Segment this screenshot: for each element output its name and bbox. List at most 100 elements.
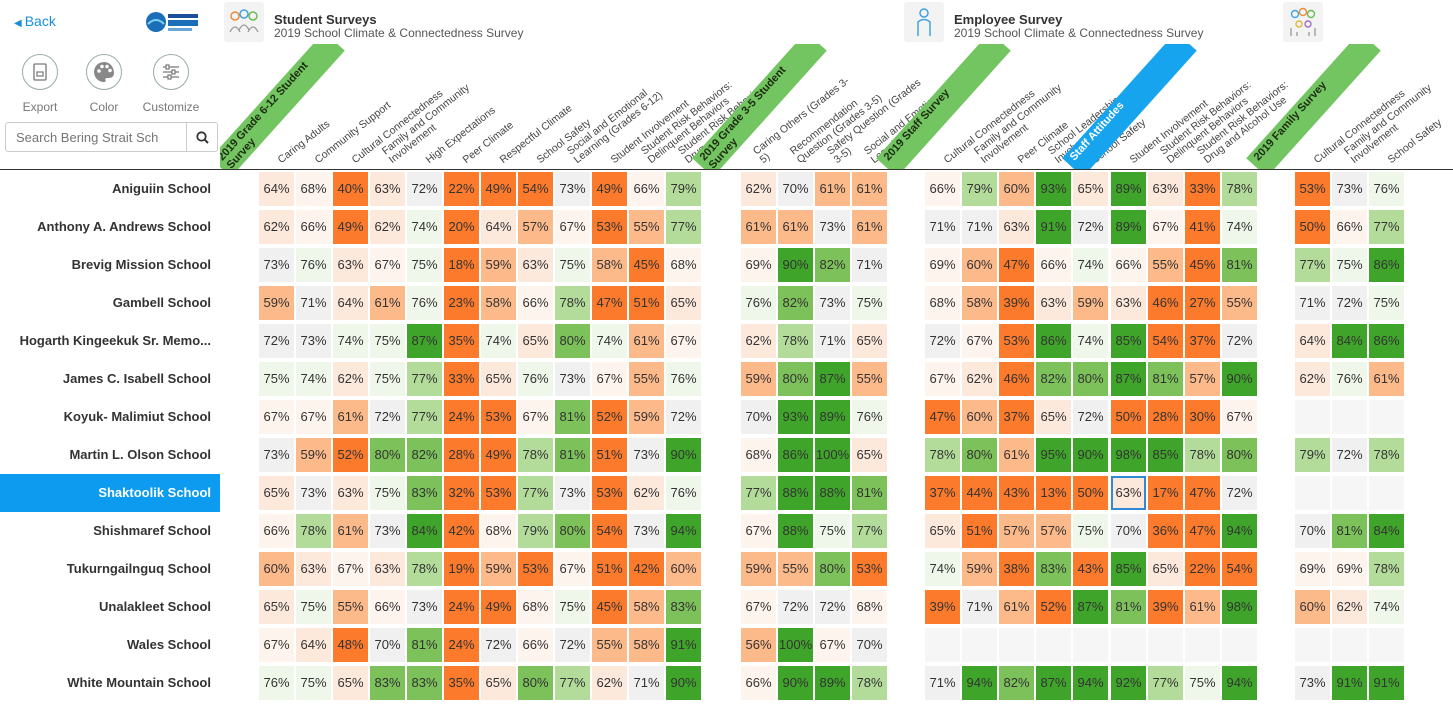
score-cell[interactable]: 70% xyxy=(1295,514,1330,548)
score-cell[interactable]: 63% xyxy=(999,210,1034,244)
score-cell[interactable]: 90% xyxy=(666,438,701,472)
score-cell[interactable]: 75% xyxy=(370,362,405,396)
score-cell[interactable]: 75% xyxy=(1185,666,1220,700)
score-cell[interactable]: 59% xyxy=(1073,286,1108,320)
score-cell[interactable]: 71% xyxy=(852,248,887,282)
score-cell[interactable]: 55% xyxy=(629,210,664,244)
export-button[interactable]: Export xyxy=(10,54,70,114)
score-cell[interactable]: 86% xyxy=(1369,248,1404,282)
score-cell[interactable]: 53% xyxy=(999,324,1034,358)
score-cell[interactable]: 51% xyxy=(629,286,664,320)
score-cell[interactable]: 67% xyxy=(555,552,590,586)
score-cell[interactable]: 87% xyxy=(407,324,442,358)
school-name[interactable]: Shishmaref School xyxy=(93,523,211,538)
score-cell[interactable]: 52% xyxy=(1036,590,1071,624)
score-cell[interactable]: 76% xyxy=(666,476,701,510)
score-cell[interactable] xyxy=(1295,628,1330,662)
score-cell[interactable] xyxy=(1369,400,1404,434)
score-cell[interactable] xyxy=(1369,628,1404,662)
score-cell[interactable]: 69% xyxy=(741,248,776,282)
score-cell[interactable]: 53% xyxy=(481,400,516,434)
employee-survey-card[interactable]: Employee Survey 2019 School Climate & Co… xyxy=(904,2,1264,42)
score-cell[interactable]: 20% xyxy=(444,210,479,244)
score-cell[interactable]: 37% xyxy=(999,400,1034,434)
score-cell[interactable]: 68% xyxy=(741,438,776,472)
score-cell[interactable]: 67% xyxy=(592,362,627,396)
score-cell[interactable]: 65% xyxy=(259,476,294,510)
score-cell[interactable]: 78% xyxy=(1369,438,1404,472)
score-cell[interactable]: 65% xyxy=(481,362,516,396)
score-cell[interactable]: 90% xyxy=(778,248,813,282)
score-cell[interactable]: 57% xyxy=(999,514,1034,548)
score-cell[interactable]: 73% xyxy=(555,476,590,510)
score-cell[interactable]: 73% xyxy=(259,438,294,472)
score-cell[interactable]: 19% xyxy=(444,552,479,586)
score-cell[interactable]: 81% xyxy=(852,476,887,510)
score-cell[interactable]: 46% xyxy=(999,362,1034,396)
score-cell[interactable]: 75% xyxy=(815,514,850,548)
school-name[interactable]: Gambell School xyxy=(112,295,211,310)
score-cell[interactable]: 47% xyxy=(1185,476,1220,510)
score-cell[interactable]: 72% xyxy=(778,590,813,624)
score-cell[interactable]: 66% xyxy=(370,590,405,624)
score-cell[interactable]: 28% xyxy=(444,438,479,472)
score-cell[interactable]: 62% xyxy=(962,362,997,396)
school-name[interactable]: James C. Isabell School xyxy=(62,371,211,386)
score-cell[interactable]: 75% xyxy=(296,666,331,700)
score-cell[interactable]: 57% xyxy=(1036,514,1071,548)
score-cell[interactable]: 76% xyxy=(666,362,701,396)
score-cell[interactable]: 59% xyxy=(296,438,331,472)
school-name[interactable]: Koyuk- Malimiut School xyxy=(63,409,211,424)
score-cell[interactable]: 90% xyxy=(778,666,813,700)
score-cell[interactable]: 75% xyxy=(555,590,590,624)
score-cell[interactable]: 73% xyxy=(555,172,590,206)
score-cell[interactable]: 69% xyxy=(1332,552,1367,586)
score-cell[interactable]: 78% xyxy=(1222,172,1257,206)
score-cell[interactable]: 61% xyxy=(778,210,813,244)
school-name[interactable]: Brevig Mission School xyxy=(71,257,211,272)
score-cell[interactable]: 58% xyxy=(481,286,516,320)
score-cell[interactable]: 77% xyxy=(666,210,701,244)
score-cell[interactable]: 61% xyxy=(741,210,776,244)
score-cell[interactable]: 66% xyxy=(925,172,960,206)
score-cell[interactable]: 72% xyxy=(1332,438,1367,472)
score-cell[interactable]: 77% xyxy=(1295,248,1330,282)
score-cell[interactable]: 78% xyxy=(555,286,590,320)
score-cell[interactable]: 71% xyxy=(962,590,997,624)
score-cell[interactable]: 65% xyxy=(1148,552,1183,586)
score-cell[interactable]: 65% xyxy=(1036,400,1071,434)
score-cell[interactable]: 65% xyxy=(666,286,701,320)
score-cell[interactable]: 79% xyxy=(518,514,553,548)
score-cell[interactable]: 91% xyxy=(1369,666,1404,700)
score-cell[interactable]: 80% xyxy=(962,438,997,472)
search-button[interactable] xyxy=(186,123,217,151)
score-cell[interactable]: 81% xyxy=(1111,590,1146,624)
score-cell[interactable]: 24% xyxy=(444,590,479,624)
score-cell[interactable]: 76% xyxy=(296,248,331,282)
score-cell[interactable]: 67% xyxy=(962,324,997,358)
score-cell[interactable]: 50% xyxy=(1073,476,1108,510)
score-cell[interactable]: 63% xyxy=(333,476,368,510)
score-cell[interactable]: 62% xyxy=(741,324,776,358)
score-cell[interactable]: 33% xyxy=(444,362,479,396)
score-cell[interactable]: 75% xyxy=(370,324,405,358)
score-cell[interactable]: 81% xyxy=(1148,362,1183,396)
score-cell[interactable]: 78% xyxy=(852,666,887,700)
score-cell[interactable]: 66% xyxy=(629,172,664,206)
score-cell[interactable]: 70% xyxy=(1111,514,1146,548)
score-cell[interactable] xyxy=(1036,628,1071,662)
customize-button[interactable]: Customize xyxy=(141,54,201,114)
score-cell[interactable]: 39% xyxy=(925,590,960,624)
score-cell[interactable]: 81% xyxy=(1222,248,1257,282)
score-cell[interactable] xyxy=(962,628,997,662)
score-cell[interactable]: 95% xyxy=(1036,438,1071,472)
score-cell[interactable]: 59% xyxy=(481,248,516,282)
back-button[interactable]: ◀ Back xyxy=(14,13,56,29)
score-cell[interactable]: 83% xyxy=(407,666,442,700)
score-cell[interactable]: 72% xyxy=(259,324,294,358)
score-cell[interactable]: 76% xyxy=(1332,362,1367,396)
score-cell[interactable]: 63% xyxy=(1148,172,1183,206)
school-name[interactable]: Anthony A. Andrews School xyxy=(37,219,211,234)
score-cell[interactable]: 75% xyxy=(1369,286,1404,320)
school-name[interactable]: Tukurngailnguq School xyxy=(66,561,211,576)
